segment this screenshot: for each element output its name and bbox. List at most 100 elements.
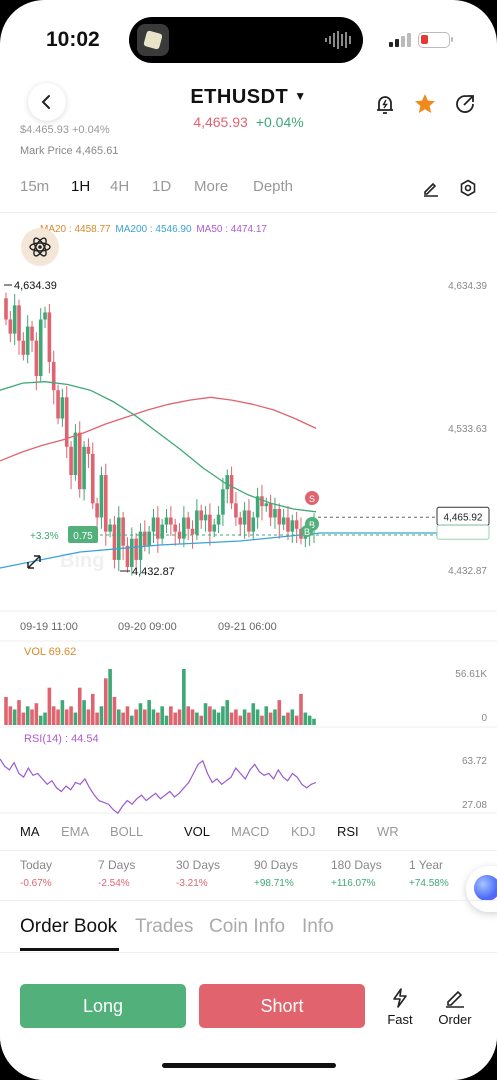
candle — [17, 305, 21, 341]
chart-settings-icon[interactable] — [459, 179, 477, 197]
volume-bar — [234, 709, 238, 725]
volume-bar — [281, 715, 286, 725]
pen-icon — [446, 990, 464, 1008]
candle — [190, 528, 195, 535]
divider — [0, 900, 497, 901]
ind-vol[interactable]: VOL — [184, 824, 211, 839]
alert-bell-icon[interactable] — [373, 92, 397, 116]
candle — [169, 517, 173, 525]
volume-bar — [290, 709, 295, 725]
timeframe-bar: 15m 1H 4H 1D More Depth — [0, 176, 497, 200]
symbol-selector[interactable]: ETHUSDT ▼ — [0, 86, 497, 109]
volume-bar — [255, 709, 260, 725]
perf-7d: 7 Days -2.54% — [98, 858, 136, 889]
volume-bar — [294, 715, 299, 725]
volume-bar — [116, 709, 121, 725]
volume-bar — [156, 712, 160, 725]
volume-bar — [229, 712, 234, 725]
volume-bar — [264, 706, 269, 725]
price-chart[interactable]: Bing 4,634.39 4,533.63 4,432.87 4,465.92 +3.3… — [0, 215, 497, 815]
price-axis-label: 4,432.87 — [448, 566, 487, 577]
perf-90d: 90 Days +98.71% — [254, 858, 299, 889]
volume-bar — [277, 700, 282, 725]
divider — [0, 212, 497, 213]
detail-tabs: Order Book Trades Coin Info Info — [0, 914, 497, 952]
ind-boll[interactable]: BOLL — [110, 824, 144, 839]
back-icon — [41, 95, 50, 109]
atom-icon — [29, 237, 51, 257]
ind-rsi[interactable]: RSI — [337, 824, 359, 839]
ind-ema[interactable]: EMA — [61, 824, 90, 839]
candle — [212, 524, 217, 532]
candle — [203, 514, 208, 521]
volume-bar — [286, 712, 290, 725]
long-button[interactable]: Long — [20, 984, 186, 1028]
ai-floating-button[interactable] — [466, 866, 497, 912]
audio-wave-icon — [325, 31, 351, 49]
ind-macd[interactable]: MACD — [231, 824, 270, 839]
volume-bar — [195, 712, 199, 725]
candle — [238, 517, 243, 525]
order-button[interactable]: Order — [430, 988, 480, 1027]
watermark-logo: Bing — [60, 550, 104, 572]
volume-bar — [151, 709, 156, 725]
volume-bar — [77, 687, 82, 725]
volume-bar — [160, 706, 164, 725]
tf-1d[interactable]: 1D — [152, 178, 172, 195]
fast-label: Fast — [387, 1012, 413, 1027]
tab-coin-info[interactable]: Coin Info — [209, 916, 286, 937]
ma20-label: MA20 : 4458.77 — [40, 224, 111, 235]
tab-order-book[interactable]: Order Book — [20, 916, 118, 937]
volume-bar — [4, 697, 8, 725]
draw-pen-icon[interactable] — [422, 179, 440, 197]
performance-row: Today -0.67% 7 Days -2.54% 30 Days -3.21… — [0, 858, 497, 898]
ma50-line — [0, 381, 317, 513]
volume-bar — [25, 706, 30, 725]
volume-bar — [190, 709, 195, 725]
perf-1y: 1 Year +74.58% — [409, 858, 449, 889]
candle — [151, 517, 156, 532]
volume-bar — [73, 712, 78, 725]
volume-bar — [34, 703, 39, 725]
tf-4h[interactable]: 4H — [110, 178, 130, 195]
volume-bar — [69, 706, 73, 725]
status-time: 10:02 — [46, 28, 100, 51]
time-axis-label: 09-21 06:00 — [218, 621, 277, 633]
volume-bar — [164, 715, 169, 725]
volume-bar — [312, 718, 316, 725]
ai-assistant-button[interactable] — [21, 228, 59, 266]
tf-depth[interactable]: Depth — [253, 178, 294, 195]
tf-15m[interactable]: 15m — [20, 178, 50, 195]
live-activity-app-icon — [137, 24, 169, 56]
candle — [147, 531, 151, 546]
candle — [121, 517, 125, 546]
candle — [164, 517, 169, 525]
tf-1h[interactable]: 1H — [71, 178, 91, 195]
candle — [260, 496, 264, 507]
ind-ma[interactable]: MA — [20, 824, 40, 839]
volume-bar — [251, 703, 256, 725]
candle — [195, 510, 199, 535]
share-icon[interactable] — [453, 92, 477, 116]
short-button[interactable]: Short — [199, 984, 365, 1028]
volume-axis-label: 56.61K — [455, 669, 487, 680]
ind-kdj[interactable]: KDJ — [291, 824, 316, 839]
volume-bar — [307, 715, 312, 725]
favorite-star-icon[interactable] — [413, 92, 437, 116]
back-button[interactable] — [28, 83, 66, 121]
tab-trades[interactable]: Trades — [135, 916, 194, 937]
ma50-label: MA50 : 4474.17 — [196, 224, 267, 235]
fast-button[interactable]: Fast — [375, 988, 425, 1027]
candle — [108, 524, 112, 532]
ind-wr[interactable]: WR — [377, 824, 399, 839]
tab-info[interactable]: Info — [302, 916, 334, 937]
candle — [64, 397, 69, 447]
dynamic-island — [129, 17, 363, 63]
volume-bar — [216, 712, 221, 725]
volume-axis-label: 0 — [481, 713, 487, 724]
position-size: 0.75 — [73, 531, 93, 542]
tf-more[interactable]: More — [194, 178, 229, 195]
volume-bar — [47, 687, 52, 725]
candle — [73, 432, 78, 476]
candle — [247, 510, 251, 532]
